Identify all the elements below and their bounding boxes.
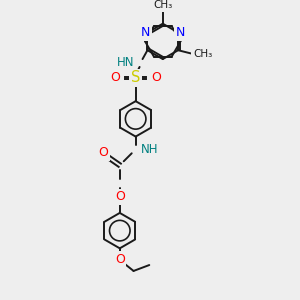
Text: NH: NH [141,143,158,156]
Text: CH₃: CH₃ [153,0,172,10]
Text: O: O [115,190,125,203]
Text: O: O [98,146,108,159]
Text: N: N [141,26,150,39]
Text: O: O [110,71,120,84]
Text: HN: HN [117,56,135,68]
Text: O: O [115,253,125,266]
Text: O: O [152,71,161,84]
Text: S: S [131,70,140,85]
Text: N: N [176,26,185,39]
Text: CH₃: CH₃ [193,49,212,59]
